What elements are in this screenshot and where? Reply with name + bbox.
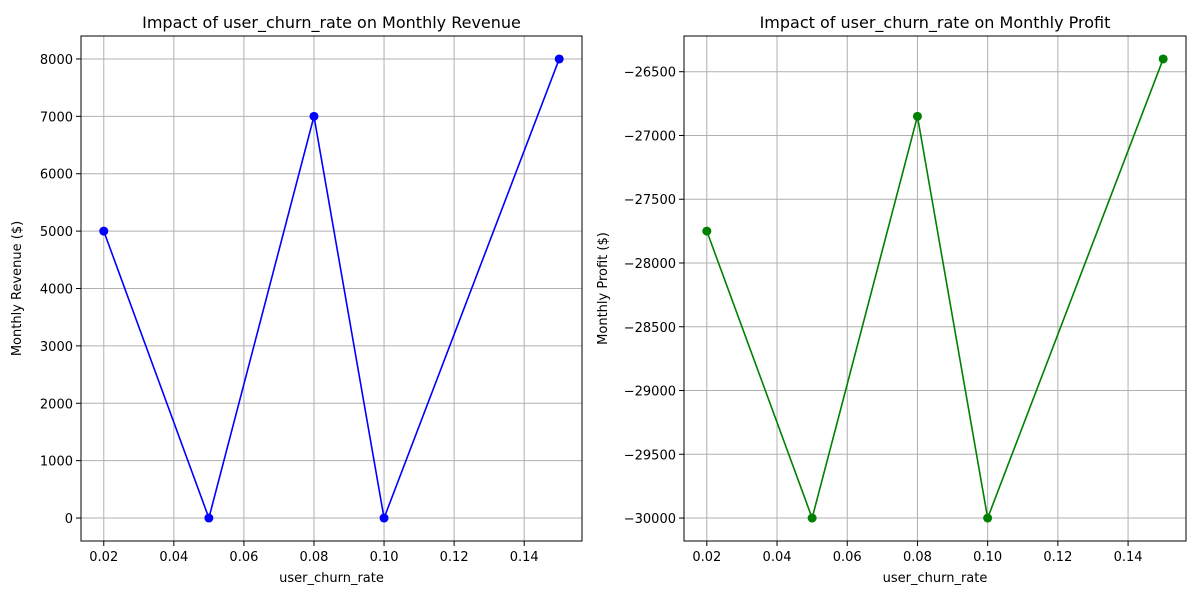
revenue-data-point	[204, 513, 214, 523]
revenue-y-tick-label: 4000	[40, 283, 73, 298]
revenue-chart-title: Impact of user_churn_rate on Monthly Rev…	[142, 13, 521, 33]
revenue-y-axis-label: Monthly Revenue ($)	[10, 221, 25, 356]
revenue-x-tick-label: 0.10	[370, 550, 399, 565]
revenue-y-tick-label: 3000	[40, 340, 73, 355]
profit-data-point	[807, 513, 817, 523]
profit-y-tick-label: −27500	[624, 193, 676, 208]
revenue-data-point	[379, 513, 389, 523]
revenue-x-axis-label: user_churn_rate	[279, 571, 384, 586]
profit-y-tick-label: −29000	[624, 385, 676, 400]
profit-y-tick-label: −29500	[624, 448, 676, 463]
profit-y-tick-label: −30000	[624, 512, 676, 527]
revenue-y-tick-label: 5000	[40, 225, 73, 240]
revenue-chart: 0.02 0.04 0.06 0.08 0.10 0.12 0.14 0 1000 2000 300…	[10, 13, 583, 586]
profit-x-tick-label: 0.14	[1114, 550, 1143, 565]
profit-y-tick-label: −27000	[624, 129, 676, 144]
profit-x-tick-label: 0.02	[692, 550, 721, 565]
profit-axes-frame	[683, 35, 1187, 542]
revenue-x-tick-label: 0.08	[300, 550, 329, 565]
profit-series-line	[706, 58, 1164, 522]
revenue-x-tick-label: 0.12	[440, 550, 469, 565]
revenue-data-point	[309, 111, 319, 121]
profit-chart-title: Impact of user_churn_rate on Monthly Pro…	[760, 13, 1111, 33]
revenue-y-tick-label: 8000	[40, 53, 73, 68]
revenue-data-point	[99, 226, 109, 236]
profit-y-tick-label: −28500	[624, 321, 676, 336]
profit-data-point	[1158, 54, 1168, 64]
profit-x-tick-label: 0.12	[1043, 550, 1072, 565]
profit-y-tick-label: −26500	[624, 66, 676, 81]
profit-x-tick-label: 0.04	[763, 550, 792, 565]
revenue-y-tick-label: 7000	[40, 110, 73, 125]
revenue-x-tick-label: 0.14	[510, 550, 539, 565]
revenue-y-tick-label: 6000	[40, 168, 73, 183]
revenue-data-point	[554, 54, 564, 64]
profit-y-tick-label: −28000	[624, 257, 676, 272]
profit-data-point	[702, 226, 712, 236]
profit-x-tick-label: 0.10	[973, 550, 1002, 565]
profit-chart: 0.02 0.04 0.06 0.08 0.10 0.12 0.14 −30000 −29500…	[596, 13, 1187, 586]
revenue-y-tick-label: 1000	[40, 455, 73, 470]
revenue-axes-frame	[80, 35, 583, 542]
revenue-y-tick-label: 2000	[40, 397, 73, 412]
profit-x-tick-label: 0.06	[833, 550, 862, 565]
revenue-x-tick-label: 0.02	[89, 550, 118, 565]
profit-data-point	[912, 111, 922, 121]
profit-x-tick-label: 0.08	[903, 550, 932, 565]
revenue-x-tick-label: 0.06	[229, 550, 258, 565]
profit-y-axis-label: Monthly Profit ($)	[596, 232, 611, 345]
revenue-x-tick-label: 0.04	[159, 550, 188, 565]
revenue-y-tick-label: 0	[65, 512, 73, 527]
profit-data-point	[983, 513, 993, 523]
profit-x-axis-label: user_churn_rate	[883, 571, 988, 586]
